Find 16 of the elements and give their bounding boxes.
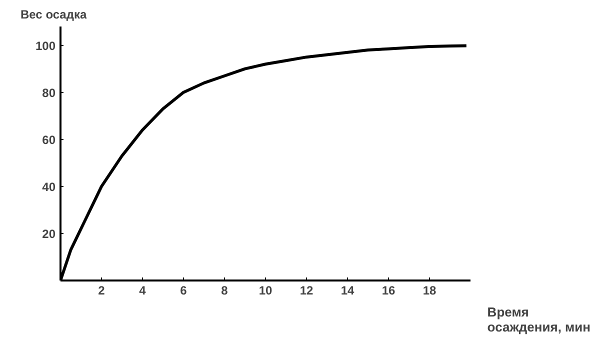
x-tick-label: 2: [98, 284, 106, 298]
y-tick-label: 100: [35, 38, 56, 53]
x-tick-label: 12: [300, 284, 314, 298]
y-tick-label: 60: [42, 132, 56, 147]
y-tick-label: 40: [42, 180, 56, 194]
x-tick-label: 14: [340, 284, 354, 298]
x-axis-title: Время осаждения, мин: [487, 304, 591, 334]
y-axis-title: Вес осадка: [20, 8, 87, 22]
y-tick-label: 80: [42, 86, 56, 100]
x-tick-label: 16: [382, 284, 396, 298]
x-tick-label: 18: [422, 284, 436, 298]
x-tick-label: 6: [180, 284, 188, 298]
y-tick-label: 20: [42, 226, 56, 241]
x-tick-label: 8: [221, 284, 228, 298]
x-tick-label: 10: [258, 284, 272, 298]
x-tick-label: 4: [139, 284, 146, 298]
